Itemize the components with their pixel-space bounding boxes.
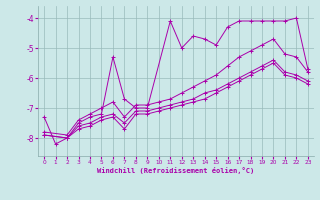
X-axis label: Windchill (Refroidissement éolien,°C): Windchill (Refroidissement éolien,°C) — [97, 167, 255, 174]
